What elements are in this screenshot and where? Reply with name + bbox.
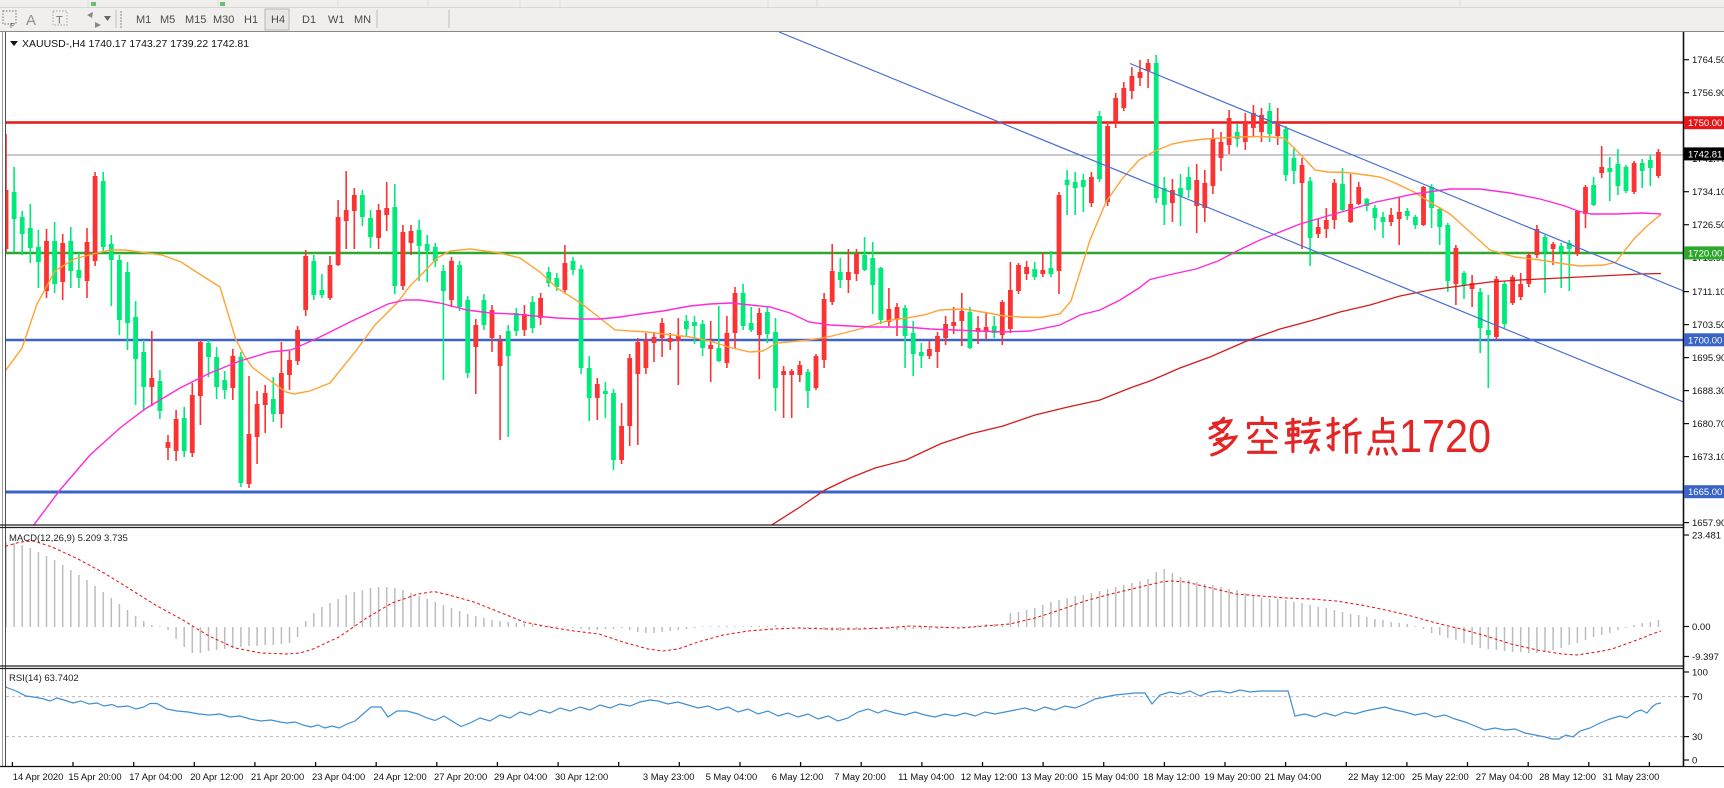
svg-text:M5: M5 — [160, 14, 175, 26]
svg-text:5 May 04:00: 5 May 04:00 — [706, 771, 758, 782]
svg-text:23 Apr 04:00: 23 Apr 04:00 — [312, 771, 365, 782]
svg-text:H4: H4 — [271, 14, 285, 26]
svg-text:1750.00: 1750.00 — [1688, 118, 1722, 129]
svg-text:30: 30 — [1692, 732, 1703, 743]
svg-text:MACD(12,26,9) 5.209 3.735: MACD(12,26,9) 5.209 3.735 — [9, 533, 128, 544]
svg-text:1720: 1720 — [1399, 410, 1491, 462]
svg-text:1764.50: 1764.50 — [1692, 55, 1724, 66]
svg-text:M30: M30 — [213, 14, 234, 26]
svg-text:1726.50: 1726.50 — [1692, 220, 1724, 231]
svg-text:21 May 04:00: 21 May 04:00 — [1265, 771, 1322, 782]
svg-text:15 Apr 20:00: 15 Apr 20:00 — [68, 771, 121, 782]
svg-text:-9.397: -9.397 — [1692, 652, 1719, 663]
svg-text:1680.70: 1680.70 — [1692, 419, 1724, 430]
svg-text:20 Apr 12:00: 20 Apr 12:00 — [190, 771, 243, 782]
svg-text:7 May 20:00: 7 May 20:00 — [834, 771, 886, 782]
svg-text:21 Apr 20:00: 21 Apr 20:00 — [251, 771, 304, 782]
svg-text:H1: H1 — [244, 14, 258, 26]
svg-text:14 Apr 2020: 14 Apr 2020 — [13, 771, 64, 782]
svg-text:31 May 23:00: 31 May 23:00 — [1603, 771, 1660, 782]
svg-text:25 May 22:00: 25 May 22:00 — [1412, 771, 1469, 782]
svg-text:1756.90: 1756.90 — [1692, 88, 1724, 99]
svg-text:1742.81: 1742.81 — [1688, 149, 1722, 160]
svg-text:1673.10: 1673.10 — [1692, 452, 1724, 463]
svg-text:24 Apr 12:00: 24 Apr 12:00 — [374, 771, 427, 782]
svg-text:1657.90: 1657.90 — [1692, 518, 1724, 529]
svg-text:T: T — [56, 15, 63, 27]
svg-text:1700.00: 1700.00 — [1688, 335, 1722, 346]
svg-text:6 May 12:00: 6 May 12:00 — [772, 771, 824, 782]
svg-text:M15: M15 — [185, 14, 206, 26]
svg-text:15 May 04:00: 15 May 04:00 — [1082, 771, 1139, 782]
svg-text:RSI(14) 63.7402: RSI(14) 63.7402 — [9, 673, 79, 684]
svg-text:0.00: 0.00 — [1692, 622, 1711, 633]
svg-text:MN: MN — [354, 14, 371, 26]
svg-text:1711.10: 1711.10 — [1692, 287, 1724, 298]
svg-text:W1: W1 — [328, 14, 345, 26]
svg-text:22 May 12:00: 22 May 12:00 — [1348, 771, 1405, 782]
svg-text:0: 0 — [1692, 756, 1697, 767]
svg-text:27 May 04:00: 27 May 04:00 — [1476, 771, 1533, 782]
svg-text:3 May 23:00: 3 May 23:00 — [643, 771, 695, 782]
svg-text:1703.50: 1703.50 — [1692, 320, 1724, 331]
svg-text:1688.30: 1688.30 — [1692, 386, 1724, 397]
svg-text:100: 100 — [1692, 668, 1708, 679]
svg-text:28 May 12:00: 28 May 12:00 — [1539, 771, 1596, 782]
svg-text:19 May 20:00: 19 May 20:00 — [1204, 771, 1261, 782]
svg-text:1734.10: 1734.10 — [1692, 187, 1724, 198]
svg-text:D1: D1 — [302, 14, 316, 26]
svg-text:1695.90: 1695.90 — [1692, 353, 1724, 364]
svg-text:27 Apr 20:00: 27 Apr 20:00 — [434, 771, 487, 782]
svg-text:1720.00: 1720.00 — [1688, 248, 1722, 259]
svg-text:11 May 04:00: 11 May 04:00 — [898, 771, 954, 782]
svg-text:F: F — [10, 23, 14, 30]
svg-text:A: A — [26, 12, 36, 29]
svg-text:13 May 20:00: 13 May 20:00 — [1021, 771, 1078, 782]
svg-text:17 Apr 04:00: 17 Apr 04:00 — [129, 771, 182, 782]
svg-text:1665.00: 1665.00 — [1688, 487, 1722, 498]
svg-text:29 Apr 04:00: 29 Apr 04:00 — [494, 771, 547, 782]
svg-text:12 May 12:00: 12 May 12:00 — [961, 771, 1018, 782]
svg-text:M1: M1 — [136, 14, 151, 26]
svg-text:23.481: 23.481 — [1692, 531, 1721, 542]
svg-text:30 Apr 12:00: 30 Apr 12:00 — [555, 771, 608, 782]
svg-text:18 May 12:00: 18 May 12:00 — [1143, 771, 1200, 782]
svg-text:XAUUSD-,H4 1740.17 1743.27 17: XAUUSD-,H4 1740.17 1743.27 1739.22 1742.… — [22, 38, 249, 50]
svg-text:70: 70 — [1692, 692, 1703, 703]
